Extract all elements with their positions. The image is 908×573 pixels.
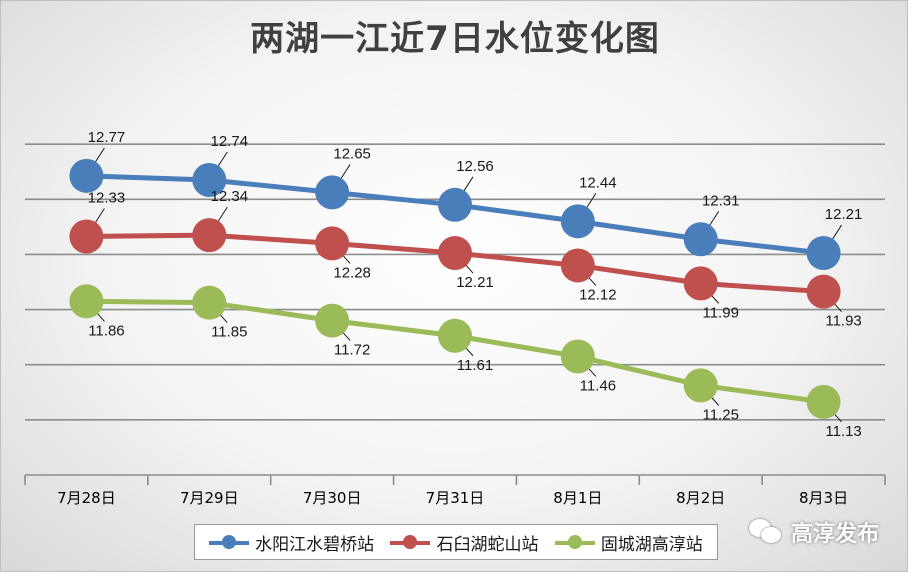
data-label-2: 11.61 [457, 357, 493, 374]
x-tick-label: 8月1日 [553, 489, 602, 507]
legend-swatch-2 [554, 535, 595, 549]
data-point-2 [69, 284, 104, 319]
legend-label-2: 固城湖高淳站 [600, 534, 703, 555]
data-label-2: 11.72 [334, 342, 370, 359]
data-point-2 [315, 303, 350, 338]
data-point-0 [683, 222, 718, 257]
x-tick-label: 7月30日 [303, 489, 362, 507]
data-point-2 [192, 285, 227, 320]
legend-label-1: 石臼湖蛇山站 [436, 534, 539, 555]
x-tick-label: 7月31日 [426, 489, 485, 507]
data-point-2 [438, 318, 472, 353]
legend-label-0: 水阳江水碧桥站 [255, 534, 375, 555]
data-point-1 [683, 266, 718, 301]
data-label-2: 11.25 [702, 406, 738, 423]
legend-item-2: 固城湖高淳站 [554, 530, 703, 555]
data-point-1 [560, 248, 595, 283]
data-point-2 [560, 339, 595, 374]
x-tick-label: 7月29日 [180, 489, 239, 507]
data-label-0: 12.65 [333, 145, 371, 162]
legend-item-1: 石臼湖蛇山站 [390, 530, 538, 555]
data-label-1: 11.93 [825, 313, 861, 330]
data-point-0 [69, 158, 104, 193]
chart-title: 两湖一江近7日水位变化图 [250, 19, 660, 59]
x-tick-label: 8月3日 [799, 489, 848, 507]
data-label-0: 12.21 [825, 206, 863, 223]
data-point-2 [806, 384, 841, 419]
data-label-1: 12.12 [579, 286, 617, 303]
data-point-0 [438, 187, 472, 222]
x-tick-label: 8月2日 [676, 489, 725, 507]
chart-legend: 水阳江水碧桥站 石臼湖蛇山站 固城湖高淳站 [194, 524, 718, 560]
data-point-0 [806, 236, 841, 271]
data-label-1: 12.34 [211, 188, 249, 205]
data-point-1 [69, 219, 104, 254]
legend-item-0: 水阳江水碧桥站 [209, 530, 374, 555]
data-point-0 [192, 162, 227, 197]
data-label-1: 11.99 [702, 304, 738, 321]
data-label-2: 11.86 [88, 322, 124, 339]
data-label-0: 12.77 [88, 129, 126, 146]
data-label-2: 11.46 [580, 377, 616, 394]
data-label-0: 12.31 [702, 192, 740, 209]
data-point-1 [806, 274, 841, 309]
watermark: 高淳发布 [749, 516, 879, 548]
data-label-1: 12.33 [88, 190, 126, 207]
data-point-0 [560, 204, 595, 239]
data-point-0 [315, 175, 350, 210]
data-label-0: 12.56 [456, 158, 494, 175]
data-point-1 [438, 236, 472, 271]
data-point-1 [192, 218, 227, 253]
data-label-1: 12.28 [333, 264, 371, 281]
wechat-icon [749, 517, 783, 547]
legend-swatch-1 [390, 535, 431, 549]
data-label-2: 11.85 [211, 324, 247, 341]
data-label-2: 11.13 [825, 423, 861, 440]
data-point-2 [683, 368, 718, 403]
data-label-0: 12.44 [579, 174, 617, 191]
x-tick-label: 7月28日 [57, 489, 116, 507]
data-point-1 [315, 226, 350, 261]
data-label-1: 12.21 [456, 274, 494, 291]
data-label-0: 12.74 [211, 133, 249, 150]
legend-swatch-0 [209, 535, 250, 549]
watermark-text: 高淳发布 [791, 522, 880, 547]
